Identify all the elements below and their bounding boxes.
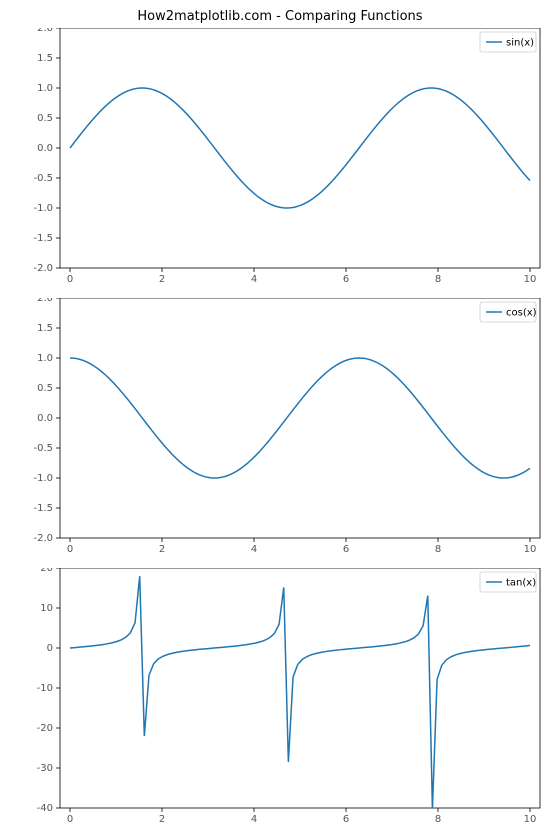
chart-panel: 0 2 4 6 8 10 -2.0 -1.5 -1.0 -0.5 0.0 0.5 1.0 1.5 2.0 si…: [20, 28, 560, 298]
x-tick-label: 0: [67, 814, 73, 825]
y-tick-label: 10: [40, 603, 53, 614]
y-tick-label: 0.0: [37, 413, 53, 424]
y-tick-label: 0.0: [37, 143, 53, 154]
y-tick-label: 0.5: [37, 383, 53, 394]
x-tick-label: 4: [251, 274, 257, 285]
x-tick-label: 6: [343, 814, 349, 825]
x-tick-label: 0: [67, 544, 73, 555]
y-tick-label: 1.0: [37, 353, 53, 364]
axes-frame: [60, 28, 540, 268]
x-tick-label: 2: [159, 814, 165, 825]
x-tick-label: 6: [343, 544, 349, 555]
axes-frame: [60, 298, 540, 538]
series-line: [70, 358, 530, 478]
y-tick-label: -20: [37, 723, 53, 734]
x-tick-label: 8: [435, 274, 441, 285]
y-tick-label: -2.0: [33, 533, 53, 544]
x-tick-label: 4: [251, 814, 257, 825]
x-tick-label: 2: [159, 274, 165, 285]
y-tick-label: -1.0: [33, 473, 53, 484]
x-tick-label: 10: [524, 544, 537, 555]
x-tick-label: 8: [435, 544, 441, 555]
y-tick-label: -1.5: [33, 233, 53, 244]
x-tick-label: 10: [524, 814, 537, 825]
legend-label: sin(x): [506, 38, 534, 49]
x-tick-label: 4: [251, 544, 257, 555]
x-tick-label: 2: [159, 544, 165, 555]
x-tick-label: 6: [343, 274, 349, 285]
x-tick-label: 10: [524, 274, 537, 285]
y-tick-label: -0.5: [33, 443, 53, 454]
series-line: [70, 88, 530, 208]
y-tick-label: -0.5: [33, 173, 53, 184]
y-tick-label: 0: [47, 643, 53, 654]
y-tick-label: 1.5: [37, 53, 53, 64]
y-tick-label: 2.0: [37, 28, 53, 34]
series-line: [70, 576, 530, 809]
y-tick-label: -1.5: [33, 503, 53, 514]
x-tick-label: 0: [67, 274, 73, 285]
y-tick-label: -40: [37, 803, 53, 814]
y-tick-label: 20: [40, 568, 53, 574]
chart-panel: 0 2 4 6 8 10 -40 -30 -20 -10 0 10 20 tan(x): [20, 568, 560, 838]
legend-label: cos(x): [506, 308, 537, 319]
y-tick-label: -1.0: [33, 203, 53, 214]
y-tick-label: 2.0: [37, 298, 53, 304]
x-tick-label: 8: [435, 814, 441, 825]
y-tick-label: -30: [37, 763, 53, 774]
chart-panel: 0 2 4 6 8 10 -2.0 -1.5 -1.0 -0.5 0.0 0.5 1.0 1.5 2.0 co…: [20, 298, 560, 568]
y-tick-label: 0.5: [37, 113, 53, 124]
y-tick-label: -2.0: [33, 263, 53, 274]
y-tick-label: 1.5: [37, 323, 53, 334]
figure-container: How2matplotlib.com - Comparing Functions…: [0, 0, 560, 840]
axes-frame: [60, 568, 540, 808]
legend-label: tan(x): [506, 578, 536, 589]
figure-title: How2matplotlib.com - Comparing Functions: [0, 9, 560, 24]
y-tick-label: 1.0: [37, 83, 53, 94]
y-tick-label: -10: [37, 683, 53, 694]
